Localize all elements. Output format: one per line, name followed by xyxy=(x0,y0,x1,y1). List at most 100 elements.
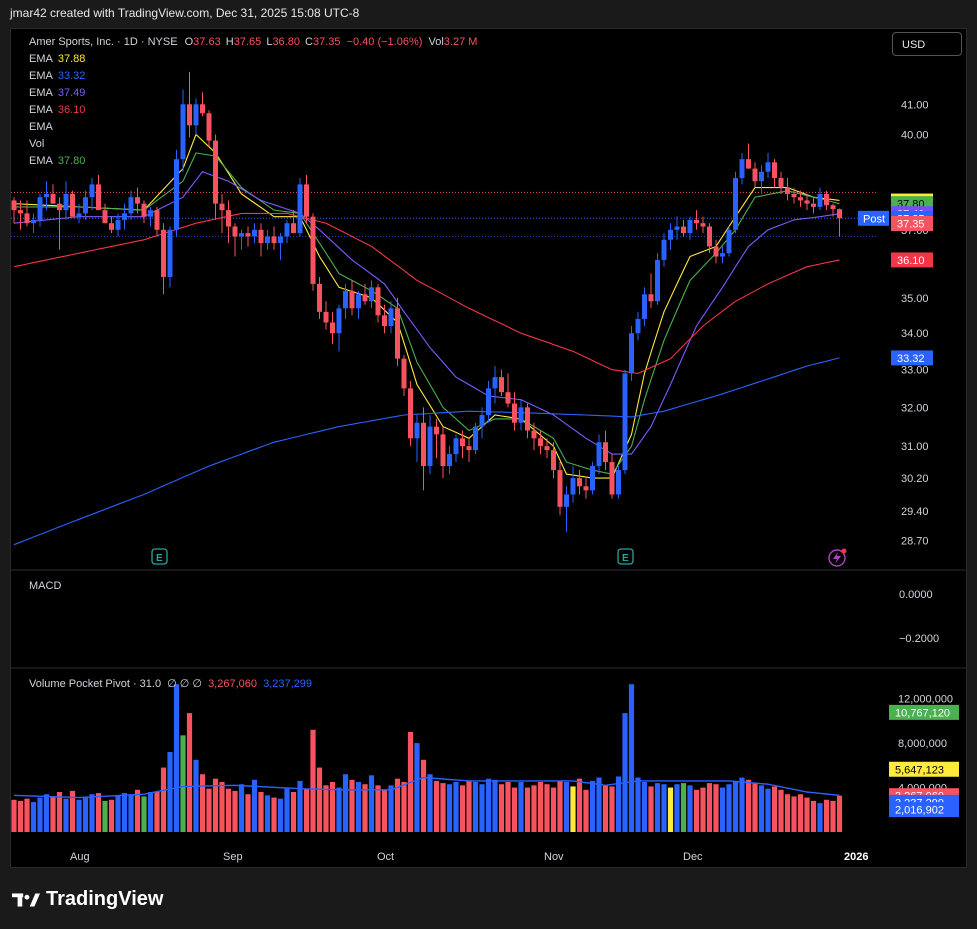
candle-body xyxy=(720,253,725,257)
volume-bar xyxy=(784,794,791,832)
volume-bar xyxy=(440,783,446,832)
volume-bar xyxy=(726,784,732,832)
chart-frame[interactable]: 41.0040.0037.0035.0034.0033.0032.0031.00… xyxy=(10,28,967,868)
volume-tag-bg xyxy=(889,704,959,720)
price-tag: 37.35 xyxy=(897,219,925,231)
volume-bar xyxy=(401,782,407,832)
volume-bar xyxy=(654,783,661,832)
candle-body xyxy=(76,213,82,217)
candle-body xyxy=(96,184,101,211)
candle-body xyxy=(629,333,634,374)
candle-body xyxy=(661,239,667,260)
candle-body xyxy=(473,426,478,451)
candle-body xyxy=(655,259,660,302)
volume-bar xyxy=(511,787,518,832)
indicator-row[interactable]: Vol xyxy=(29,136,477,153)
volume-bar xyxy=(589,780,596,832)
candle-body xyxy=(733,178,738,230)
indicator-row[interactable]: EMA 36.10 xyxy=(29,102,477,119)
volume-bar xyxy=(537,782,544,832)
candle-body xyxy=(609,462,615,495)
volume-bar xyxy=(661,784,667,832)
time-axis-label: Sep xyxy=(223,851,243,863)
price-axis-tick: 41.00 xyxy=(901,99,929,111)
symbol-name[interactable]: Amer Sports, Inc. · 1D · NYSE xyxy=(29,36,178,48)
candle-body xyxy=(388,308,394,327)
candle-body xyxy=(161,229,166,277)
open-label: O xyxy=(184,36,194,48)
candle-body xyxy=(492,377,498,389)
volume-bar xyxy=(453,782,459,832)
candle-body xyxy=(596,442,602,467)
candle-body xyxy=(304,184,309,217)
volume-bar xyxy=(524,787,531,832)
indicator-row[interactable]: EMA 37.88 xyxy=(29,51,477,68)
candle-body xyxy=(668,229,673,240)
volume-tag: 5,647,123 xyxy=(895,764,944,776)
volume-bar xyxy=(56,792,63,832)
ema-line xyxy=(13,171,840,455)
close-label: C xyxy=(305,36,313,48)
candle-body xyxy=(167,229,173,277)
volume-bar xyxy=(570,786,576,832)
candle-body xyxy=(791,193,797,198)
candle-body xyxy=(687,219,693,234)
volume-bar xyxy=(381,789,388,832)
indicator-value: 36.10 xyxy=(57,104,86,116)
candle-body xyxy=(642,294,647,319)
candle-body xyxy=(765,162,771,172)
close-value: 37.35 xyxy=(312,36,341,48)
volume-bar xyxy=(635,777,641,832)
volume-bar xyxy=(108,799,115,832)
volume-bar xyxy=(719,787,726,832)
volume-bar xyxy=(128,794,134,832)
event-dot-icon xyxy=(841,548,847,554)
candle-body xyxy=(135,197,140,204)
indicator-row[interactable]: EMA 37.80 xyxy=(29,153,477,170)
candle-body xyxy=(707,226,712,247)
vol-label: Vol xyxy=(428,36,444,48)
price-tag: 33.32 xyxy=(897,353,925,365)
candle-body xyxy=(83,197,88,214)
indicator-value: 37.49 xyxy=(57,87,86,99)
volume-bar xyxy=(342,774,349,832)
volume-bar xyxy=(173,684,180,832)
candle-body xyxy=(518,407,524,423)
volume-bar xyxy=(271,797,277,832)
currency-button[interactable]: USD xyxy=(892,32,962,56)
candle-body xyxy=(759,171,764,182)
macd-axis-tick: 0.0000 xyxy=(899,589,933,601)
candle-body xyxy=(271,236,277,244)
indicator-name: EMA xyxy=(29,155,53,167)
ema-line xyxy=(13,357,840,546)
volume-bar xyxy=(180,735,186,832)
volume-tag: 2,016,902 xyxy=(895,805,944,817)
candle-body xyxy=(830,205,836,210)
indicator-row[interactable]: EMA 37.49 xyxy=(29,85,477,102)
candle-body xyxy=(447,454,452,467)
candle-body xyxy=(466,446,472,451)
volume-bar xyxy=(823,799,830,832)
time-axis-label: Dec xyxy=(683,851,703,863)
candle-body xyxy=(739,159,745,179)
volume-indicator-name[interactable]: Volume Pocket Pivot · 31.0 xyxy=(29,678,162,690)
volume-bar xyxy=(466,780,472,832)
time-axis-label: 2026 xyxy=(844,851,868,863)
candle-body xyxy=(772,162,777,179)
candle-body xyxy=(330,322,335,334)
volume-bar xyxy=(212,778,219,832)
candle-body xyxy=(583,486,589,491)
volume-bar xyxy=(355,782,362,832)
volume-bar xyxy=(459,785,466,832)
candle-body xyxy=(102,210,108,224)
ema-line xyxy=(13,133,840,479)
macd-title[interactable]: MACD xyxy=(29,580,62,592)
indicator-name: Vol xyxy=(29,138,45,150)
indicator-row[interactable]: EMA 33.32 xyxy=(29,68,477,85)
candle-body xyxy=(577,478,582,487)
low-value: 36.80 xyxy=(272,36,300,48)
volume-legend: Volume Pocket Pivot · 31.0 ∅ ∅ ∅ 3,267,0… xyxy=(29,676,312,693)
indicator-row[interactable]: EMA xyxy=(29,119,477,136)
chart-canvas[interactable]: 41.0040.0037.0035.0034.0033.0032.0031.00… xyxy=(11,29,966,867)
volume-bar xyxy=(121,793,128,832)
